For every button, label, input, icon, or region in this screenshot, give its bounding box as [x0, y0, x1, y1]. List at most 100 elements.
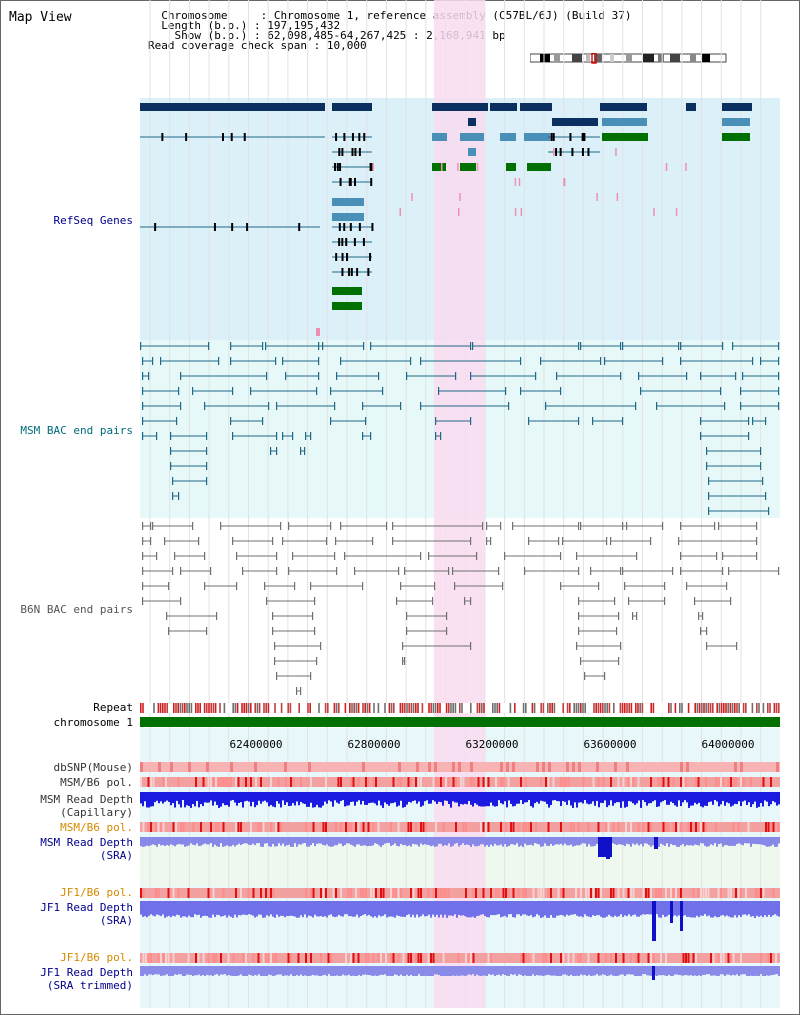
depth-bar	[514, 792, 516, 806]
pol-mark	[772, 822, 775, 832]
pol-mark	[227, 777, 230, 787]
track-label-jf1-depth-sra[interactable]: JF1 Read Depth	[40, 901, 133, 914]
depth-bar	[454, 837, 456, 844]
depth-bar	[158, 792, 160, 804]
msm-bac-end	[686, 372, 688, 380]
depth-bar	[662, 901, 664, 915]
depth-bar	[334, 837, 336, 846]
depth-bar	[634, 837, 636, 845]
depth-bar	[322, 901, 324, 917]
track-label-jf1-pol-2[interactable]: JF1/B6 pol.	[60, 951, 133, 964]
msm-bac-end	[276, 432, 278, 440]
depth-bar	[632, 901, 634, 916]
dbsnp-mark	[428, 762, 431, 772]
depth-bar	[168, 966, 170, 976]
depth-bar	[468, 837, 470, 846]
depth-bar	[518, 837, 520, 847]
depth-bar	[560, 901, 562, 915]
track-label-b6n-bac[interactable]: B6N BAC end pairs	[20, 603, 133, 616]
pol-mark	[572, 953, 575, 963]
track-label-msm-bac[interactable]: MSM BAC end pairs	[20, 424, 133, 437]
depth-bar	[682, 792, 684, 803]
depth-bar	[484, 792, 486, 807]
depth-bar	[506, 792, 508, 808]
depth-bar	[460, 901, 462, 916]
track-label-chromosome[interactable]: chromosome 1	[53, 716, 133, 729]
track-label-jf1-depth-trim[interactable]: JF1 Read Depth	[40, 966, 133, 979]
msm-bac-end	[435, 417, 437, 425]
track-label-repeat[interactable]: Repeat	[93, 701, 133, 714]
depth-bar	[676, 966, 678, 975]
b6n-bac-end	[578, 597, 580, 605]
depth-bar	[238, 901, 240, 916]
depth-bar	[224, 837, 226, 847]
depth-bar	[396, 966, 398, 976]
depth-bar	[720, 792, 722, 805]
pol-mark	[142, 888, 145, 898]
track-label-msm-b6-pol[interactable]: MSM/B6 pol.	[60, 776, 133, 789]
msm-bac-end	[706, 447, 708, 455]
chromosome-ideogram[interactable]	[530, 53, 730, 65]
track-label-msm-depth-cap[interactable]: MSM Read Depth	[40, 793, 133, 806]
msm-bac-end	[662, 357, 664, 365]
depth-bar	[284, 966, 286, 976]
depth-bar	[324, 901, 326, 917]
depth-bar	[170, 837, 172, 845]
refseq-exon	[581, 148, 584, 156]
depth-bar	[346, 792, 348, 806]
msm-bac-end	[720, 387, 722, 395]
repeat-element	[606, 703, 608, 713]
depth-bar	[304, 966, 306, 976]
msm-bac-end	[218, 357, 220, 365]
depth-bar	[230, 966, 232, 976]
depth-bar	[256, 837, 258, 844]
msm-bac-end	[505, 387, 507, 395]
repeat-element	[492, 703, 494, 713]
depth-bar	[546, 901, 548, 918]
pol-mark	[350, 822, 352, 832]
refseq-snp-tick	[476, 163, 479, 171]
repeat-element	[494, 703, 496, 713]
track-label-msm-depth-sra[interactable]: MSM Read Depth	[40, 836, 133, 849]
pol-mark	[377, 953, 380, 963]
pol-mark	[350, 777, 352, 787]
axis-tick-label: 63600000	[584, 738, 637, 751]
depth-bar	[250, 901, 252, 915]
pol-mark	[657, 777, 660, 787]
depth-bar	[264, 901, 266, 918]
track-label-refseq[interactable]: RefSeq Genes	[53, 214, 133, 227]
depth-bar	[240, 966, 242, 975]
depth-bar	[774, 837, 776, 847]
msm-bac-end	[700, 372, 702, 380]
depth-bar	[580, 792, 582, 803]
depth-bar	[602, 792, 604, 804]
pol-mark	[420, 822, 422, 832]
pol-mark	[297, 953, 300, 963]
b6n-bac-end	[266, 597, 268, 605]
depth-bar	[210, 792, 212, 801]
track-label-msm-b6-pol-2[interactable]: MSM/B6 pol.	[60, 821, 133, 834]
track-label-dbsnp[interactable]: dbSNP(Mouse)	[53, 761, 133, 774]
pol-mark	[760, 888, 762, 898]
depth-bar	[242, 792, 244, 808]
b6n-bac-end	[276, 552, 278, 560]
pol-mark	[672, 888, 675, 898]
depth-bar	[616, 901, 618, 917]
depth-bar	[332, 901, 334, 917]
msm-bac-end	[535, 372, 537, 380]
depth-bar	[690, 837, 692, 846]
b6n-bac-end	[340, 522, 342, 530]
msm-bac-end	[748, 432, 750, 440]
pol-mark	[407, 953, 410, 963]
depth-bar	[200, 792, 202, 805]
depth-bar	[576, 966, 578, 976]
depth-bar	[754, 966, 756, 976]
track-label-jf1-pol[interactable]: JF1/B6 pol.	[60, 886, 133, 899]
depth-bar	[388, 901, 390, 917]
pol-mark	[680, 888, 682, 898]
b6n-bac-end	[152, 522, 154, 530]
msm-bac-end	[318, 372, 320, 380]
msm-bac-end	[180, 402, 182, 410]
depth-bar	[728, 901, 730, 917]
